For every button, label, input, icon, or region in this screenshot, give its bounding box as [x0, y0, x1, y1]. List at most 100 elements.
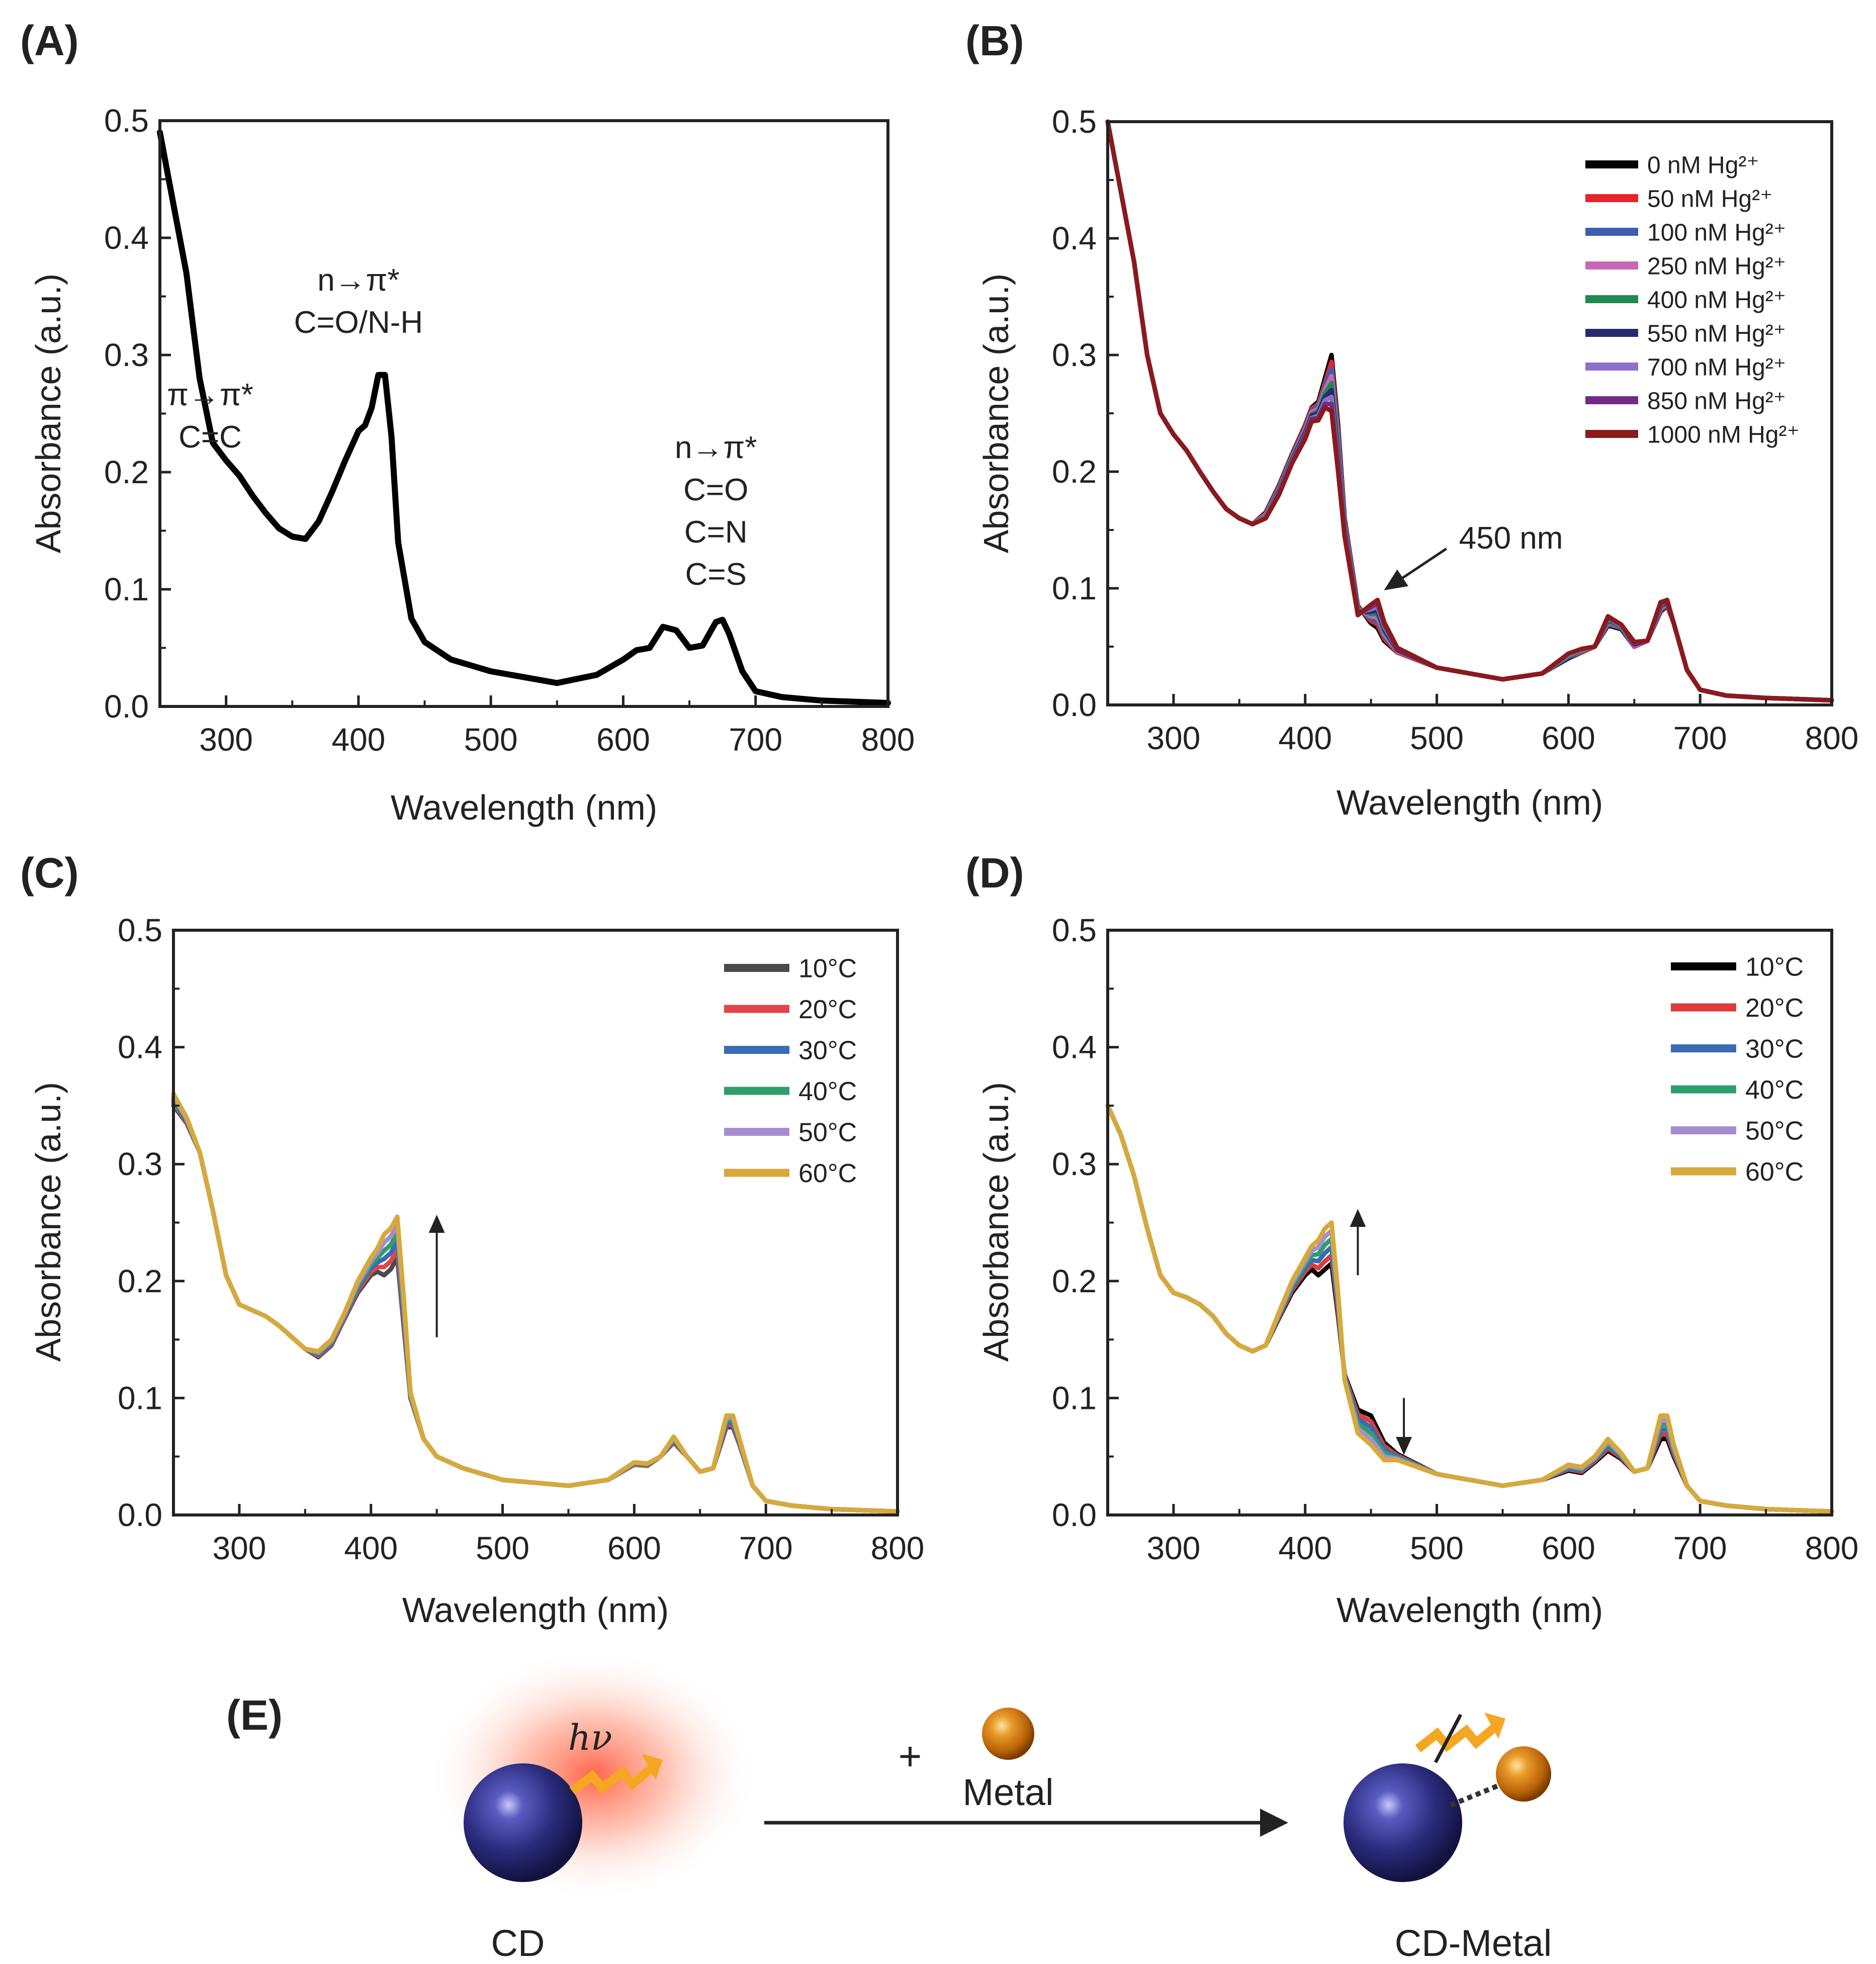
x-tick-label: 300 [199, 722, 253, 758]
annotation-layer [1350, 1209, 1412, 1455]
y-tick-label: 0.3 [1052, 1146, 1097, 1182]
y-tick-label: 0.0 [1052, 687, 1097, 723]
legend-label: 30°C [798, 1036, 857, 1065]
y-tick-label: 0.0 [118, 1497, 162, 1533]
x-tick-label: 700 [1673, 720, 1727, 756]
legend-label: 1000 nM Hg²⁺ [1647, 421, 1800, 448]
quenched-photon-arrowhead-icon [1484, 1713, 1505, 1739]
legend-label: 550 nM Hg²⁺ [1647, 320, 1786, 347]
plot-frame [172, 929, 899, 1516]
legend: 10°C 20°C 30°C 40°C 50°C 60°C [1671, 953, 1804, 1187]
y-axis-label: Absorbance (a.u.) [976, 274, 1016, 553]
legend-label: 60°C [798, 1159, 857, 1188]
y-tick-label: 0.4 [1052, 1029, 1097, 1065]
y-tick-label: 0.5 [1052, 912, 1097, 948]
legend-label: 50°C [1745, 1117, 1804, 1146]
y-tick-label: 0.2 [104, 454, 149, 490]
panel-label: (C) [20, 849, 79, 897]
legend-label: 100 nM Hg²⁺ [1647, 219, 1786, 246]
x-tick-label: 400 [1278, 1530, 1332, 1566]
x-tick-label: 400 [1278, 720, 1332, 756]
series-line-4 [1105, 1103, 1834, 1514]
series-line-1 [171, 1103, 900, 1514]
y-axis-label: Absorbance (a.u.) [29, 1082, 68, 1362]
y-tick-label: 0.2 [1052, 1263, 1097, 1299]
callout-label: 450 nm [1459, 521, 1563, 556]
y-tick-label: 0.2 [118, 1263, 162, 1299]
metal-label: Metal [963, 1771, 1054, 1813]
panel-c: (C) 300 400 500 600 700 800 0.0 0.1 0.2 0.3 0.4 0.5… [20, 849, 924, 1630]
y-tick-label: 0.4 [118, 1029, 162, 1065]
plot-area: 300 400 500 600 700 800 0.0 0.1 0.2 0.3 0.4 0.5 0 n… [1052, 104, 1858, 756]
legend-label: 250 nM Hg²⁺ [1647, 253, 1786, 280]
x-tick-label: 400 [332, 722, 386, 758]
series-line-6 [171, 1092, 900, 1514]
carbon-dot-sphere [464, 1763, 582, 1882]
y-axis-label: Absorbance (a.u.) [29, 274, 68, 553]
quenched-photon-zigzag-icon [1415, 1724, 1497, 1753]
legend-label: 20°C [1745, 994, 1804, 1023]
plot-area: 300 400 500 600 700 800 0.0 0.1 0.2 0.3 0.4 0.5 10°… [1052, 912, 1858, 1566]
photon-zigzag-icon [569, 1764, 655, 1795]
photon-arrowhead-icon [642, 1754, 663, 1780]
y-tick-label: 0.0 [1052, 1497, 1097, 1533]
annotation-layer: π→π* C=C n→π* C=O/N-H n→π* C=O C=N C=S [167, 263, 757, 592]
panel-label: (A) [20, 17, 79, 64]
x-axis-label: Wavelength (nm) [391, 788, 657, 827]
legend-label: 10°C [1745, 953, 1804, 982]
plot-area: 300 400 500 600 700 800 0.0 0.1 0.2 0.3 0.4 0.5 10°… [118, 912, 924, 1566]
tick-layer: 300 400 500 600 700 800 0.0 0.1 0.2 0.3 0.4 0.5 [1052, 104, 1858, 756]
legend-label: 850 nM Hg²⁺ [1647, 388, 1786, 414]
x-tick-label: 500 [1410, 720, 1464, 756]
y-tick-label: 0.4 [104, 220, 149, 256]
transition-annotation: π→π* C=C [167, 378, 253, 455]
x-tick-label: 800 [1805, 720, 1859, 756]
metal-ion-sphere [982, 1708, 1034, 1760]
y-tick-label: 0.4 [1052, 220, 1097, 256]
x-tick-label: 600 [607, 1530, 661, 1566]
legend: 0 nM Hg²⁺ 50 nM Hg²⁺ 100 nM Hg²⁺ 250 nM Hg²… [1585, 152, 1800, 448]
x-tick-label: 800 [861, 722, 915, 758]
series-line-3 [171, 1099, 900, 1514]
series-line-4 [171, 1096, 900, 1514]
series-layer [1105, 1103, 1834, 1514]
x-axis-label: Wavelength (nm) [1336, 783, 1603, 822]
y-tick-label: 0.3 [1052, 337, 1097, 373]
panel-e-scheme: (E) hν CD + Metal CD-Metal [226, 1649, 1552, 1964]
legend-label: 400 nM Hg²⁺ [1647, 287, 1786, 313]
photon-label: hν [568, 1717, 612, 1758]
plot-frame [158, 119, 889, 708]
legend-label: 0 nM Hg²⁺ [1647, 152, 1759, 178]
quench-cross-icon [1434, 1714, 1463, 1763]
panel-a: (A) 300 400 500 600 700 800 0.0 0.1 0.2 0.3 0.4 0.5… [20, 17, 915, 827]
x-axis-label: Wavelength (nm) [402, 1590, 669, 1630]
tick-layer: 300 400 500 600 700 800 0.0 0.1 0.2 0.3 0.4 0.5 [104, 103, 915, 758]
metal-ion-sphere [1496, 1746, 1551, 1802]
x-tick-label: 700 [1673, 1530, 1727, 1566]
tick-layer: 300 400 500 600 700 800 0.0 0.1 0.2 0.3 0.4 0.5 [1052, 912, 1858, 1566]
panel-label: (D) [965, 849, 1024, 897]
x-tick-label: 500 [1410, 1530, 1464, 1566]
x-tick-label: 600 [1542, 1530, 1595, 1566]
y-tick-label: 0.1 [104, 571, 149, 607]
cd-label: CD [491, 1922, 545, 1964]
y-tick-label: 0.3 [104, 337, 149, 373]
x-tick-label: 400 [344, 1530, 398, 1566]
x-tick-label: 700 [739, 1530, 793, 1566]
annotation-layer: 450 nm [1384, 521, 1563, 591]
x-tick-label: 500 [476, 1530, 529, 1566]
legend-label: 40°C [1745, 1076, 1804, 1105]
legend-label: 50 nM Hg²⁺ [1647, 186, 1772, 212]
series-line-6 [1105, 1103, 1834, 1514]
y-axis-label: Absorbance (a.u.) [976, 1082, 1016, 1362]
series-line-5 [1105, 1103, 1834, 1514]
transition-annotation: n→π* C=O/N-H [294, 263, 423, 340]
legend-label: 40°C [798, 1077, 857, 1106]
y-tick-label: 0.5 [118, 912, 162, 948]
coordination-bond [1450, 1780, 1507, 1808]
cd-metal-label: CD-Metal [1395, 1922, 1552, 1964]
panel-label: (B) [965, 17, 1024, 64]
x-tick-label: 300 [213, 1530, 266, 1566]
plus-sign: + [899, 1734, 922, 1778]
